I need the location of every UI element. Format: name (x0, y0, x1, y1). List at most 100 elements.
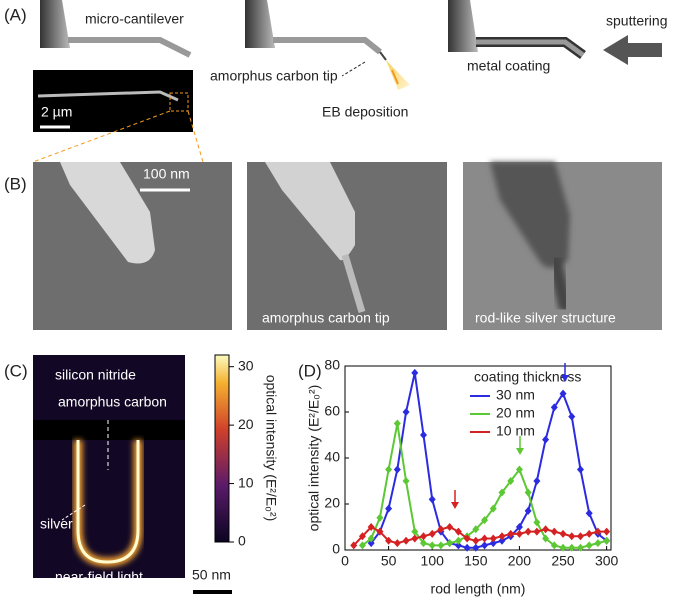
marker (472, 536, 480, 545)
marker (533, 518, 541, 527)
marker (411, 534, 419, 543)
marker (358, 541, 366, 550)
series-line (370, 372, 608, 549)
marker (524, 527, 532, 536)
marker (428, 529, 436, 538)
marker (585, 509, 593, 518)
marker (463, 543, 471, 552)
label: amorphus carbon tip (210, 68, 338, 84)
scale-label: 100 nm (143, 166, 190, 182)
label: metal coating (467, 58, 550, 74)
marker (419, 532, 427, 541)
field-edge (76, 440, 140, 564)
arrow-head (451, 502, 459, 509)
zoom-box (169, 92, 189, 112)
y-tick-label: 60 (324, 403, 340, 419)
marker (498, 488, 506, 497)
x-axis-label: rod length (nm) (431, 581, 526, 597)
marker (481, 516, 489, 525)
marker (542, 435, 550, 444)
marker (463, 534, 471, 543)
image-label: rod-like silver structure (475, 310, 616, 326)
marker (576, 532, 584, 541)
marker (367, 523, 375, 531)
label: amorphus carbon (58, 394, 167, 410)
marker (568, 543, 576, 552)
tip (490, 162, 570, 269)
marker (481, 541, 489, 550)
marker (472, 525, 480, 534)
y-tick-label: 80 (324, 357, 340, 373)
panel-label: (B) (4, 174, 27, 193)
series-line (361, 423, 607, 549)
arrow-head (516, 448, 524, 455)
legend-label: 10 nm (496, 423, 535, 439)
marker (393, 465, 401, 474)
label: sputtering (606, 13, 667, 29)
y-tick-label: 40 (324, 449, 340, 465)
marker (585, 541, 593, 550)
marker (489, 539, 497, 548)
marker (515, 529, 523, 538)
marker (498, 532, 506, 541)
marker (411, 368, 419, 377)
x-tick-label: 100 (421, 553, 445, 569)
marker (402, 477, 410, 485)
marker (576, 543, 584, 552)
y-tick-label: 20 (324, 495, 340, 511)
marker (603, 527, 611, 536)
x-tick-label: 150 (464, 553, 488, 569)
marker (419, 431, 427, 439)
x-tick-label: 50 (381, 553, 397, 569)
marker (489, 534, 497, 543)
label: silicon nitride (55, 367, 136, 383)
arrow (603, 35, 662, 65)
marker (550, 527, 558, 536)
label: micro-cantilever (85, 11, 184, 27)
scale-label: 2 µm (41, 104, 72, 120)
zoom-line (187, 110, 204, 163)
x-tick-label: 300 (595, 553, 619, 569)
y-axis-label: optical intensity (E²/E₀²) (306, 385, 322, 532)
scale-label: 50 nm (192, 567, 231, 583)
panel-label: (C) (4, 361, 28, 380)
legend-title: coating thickness (474, 369, 581, 385)
marker (507, 477, 515, 485)
colorbar-tick-label: 0 (238, 533, 246, 549)
marker (533, 527, 541, 536)
marker (385, 536, 393, 545)
plot-frame (344, 365, 612, 551)
marker (472, 543, 480, 552)
pointer (61, 504, 86, 521)
colorbar-tick-label: 30 (238, 357, 254, 373)
marker (358, 532, 366, 541)
zoom-line (32, 110, 171, 163)
marker (350, 541, 358, 550)
marker (481, 534, 489, 543)
marker (533, 477, 541, 485)
marker (446, 539, 454, 548)
marker (393, 419, 401, 428)
marker (376, 513, 384, 522)
marker (385, 465, 393, 474)
marker (524, 488, 532, 497)
label: near-field light (55, 569, 143, 585)
marker (385, 504, 393, 513)
marker (542, 525, 550, 534)
marker (411, 527, 419, 536)
marker (515, 465, 523, 474)
marker (446, 523, 454, 531)
field-map-band (33, 420, 185, 440)
sem-image (33, 70, 193, 132)
marker (402, 536, 410, 545)
marker (489, 504, 497, 513)
marker (428, 495, 436, 504)
marker (550, 403, 558, 412)
tip (265, 162, 355, 261)
marker (594, 527, 602, 536)
tip (60, 162, 155, 264)
marker (367, 534, 375, 543)
marker (419, 539, 427, 548)
marker (437, 541, 445, 550)
